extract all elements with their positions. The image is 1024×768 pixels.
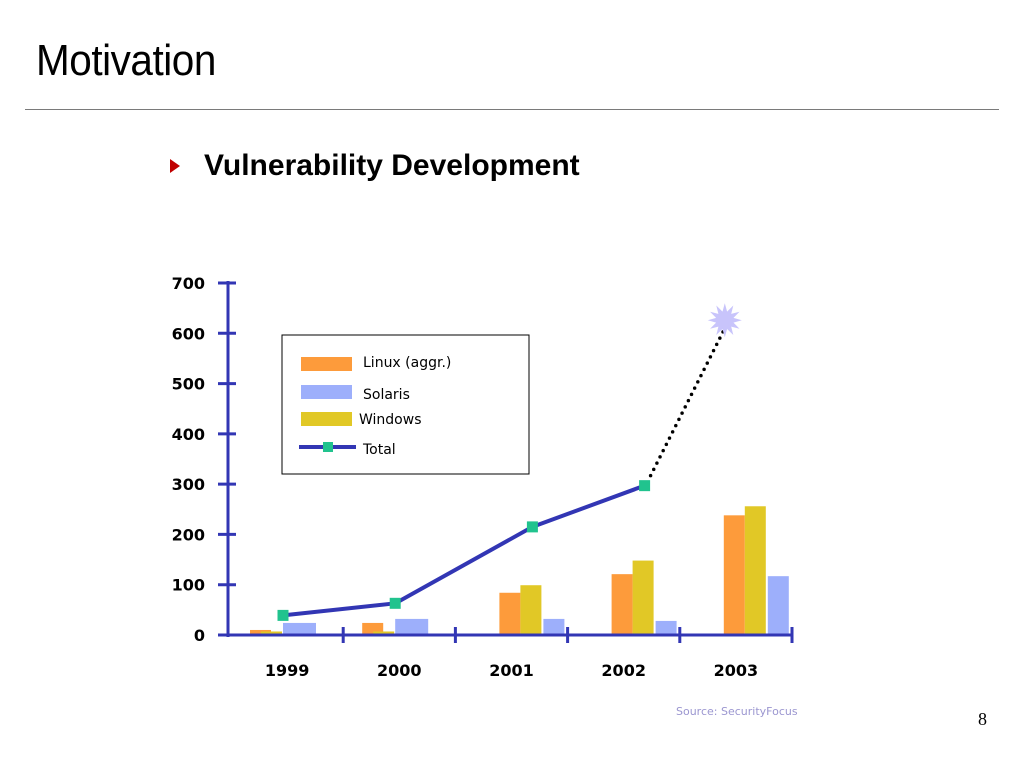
bullet-text: Vulnerability Development	[204, 149, 580, 182]
bar-series-group	[250, 506, 789, 635]
y-tick-label-300: 300	[172, 475, 205, 494]
legend-label-total: Total	[362, 442, 396, 458]
source-note: Source: SecurityFocus	[676, 705, 798, 718]
x-tick-label-2000: 2000	[377, 661, 422, 680]
bar-solaris-2003	[767, 576, 789, 635]
total-line	[282, 483, 646, 618]
legend-marker-total	[323, 442, 333, 452]
bar-windows-2001	[520, 585, 542, 635]
total-marker-2001	[526, 521, 538, 533]
x-tick-label-2001: 2001	[489, 661, 534, 680]
y-tick-label-600: 600	[172, 324, 205, 343]
chart-legend: Linux (aggr.) Solaris Windows Total	[281, 334, 530, 475]
bar-solaris-1999	[283, 622, 316, 635]
y-tick-label-700: 700	[172, 274, 205, 293]
total-marker-2000	[389, 597, 401, 609]
bar-windows-2003	[744, 506, 766, 635]
y-tick-label-500: 500	[172, 375, 205, 394]
total-marker-2002	[639, 480, 651, 492]
legend-label-windows: Windows	[359, 412, 422, 428]
legend-label-linux-aggr: Linux (aggr.)	[363, 355, 451, 371]
bullet-item: Vulnerability Development	[168, 146, 580, 186]
bar-solaris-2001	[543, 618, 565, 635]
x-tick-label-1999: 1999	[265, 661, 310, 680]
x-tick-label-2003: 2003	[714, 661, 759, 680]
x-tick-label-2002: 2002	[601, 661, 646, 680]
legend-swatch-windows	[301, 412, 352, 426]
bar-linux-aggr-1999	[250, 629, 271, 635]
total-marker-1999	[277, 609, 289, 621]
bar-windows-2002	[632, 560, 654, 635]
projection-dotted-line	[648, 326, 727, 478]
bar-linux-aggr-2003	[723, 515, 745, 635]
y-tick-label-200: 200	[172, 525, 205, 544]
bar-solaris-2000	[395, 618, 429, 635]
bar-windows-1999	[261, 631, 282, 635]
triangle-bullet-icon	[170, 159, 180, 173]
bar-solaris-2002	[655, 620, 677, 635]
total-line-group	[277, 303, 742, 621]
y-tick-label-0: 0	[194, 626, 205, 645]
title-divider	[25, 109, 999, 110]
page-number: 8	[978, 709, 987, 729]
slide-title: Motivation	[36, 36, 216, 85]
bar-linux-aggr-2002	[611, 574, 633, 635]
y-tick-label-400: 400	[172, 425, 205, 444]
legend-swatch-linux-aggr	[301, 357, 352, 371]
chart-axes: 0 100 200 300 400 500 600 700 1999 2000 2001 2002 20…	[172, 274, 794, 680]
legend-label-solaris: Solaris	[363, 387, 410, 403]
projection-burst-icon	[707, 303, 742, 338]
y-tick-label-100: 100	[172, 576, 205, 595]
bar-linux-aggr-2001	[499, 592, 521, 635]
legend-swatch-solaris	[301, 385, 352, 399]
bar-windows-2000	[373, 631, 395, 635]
